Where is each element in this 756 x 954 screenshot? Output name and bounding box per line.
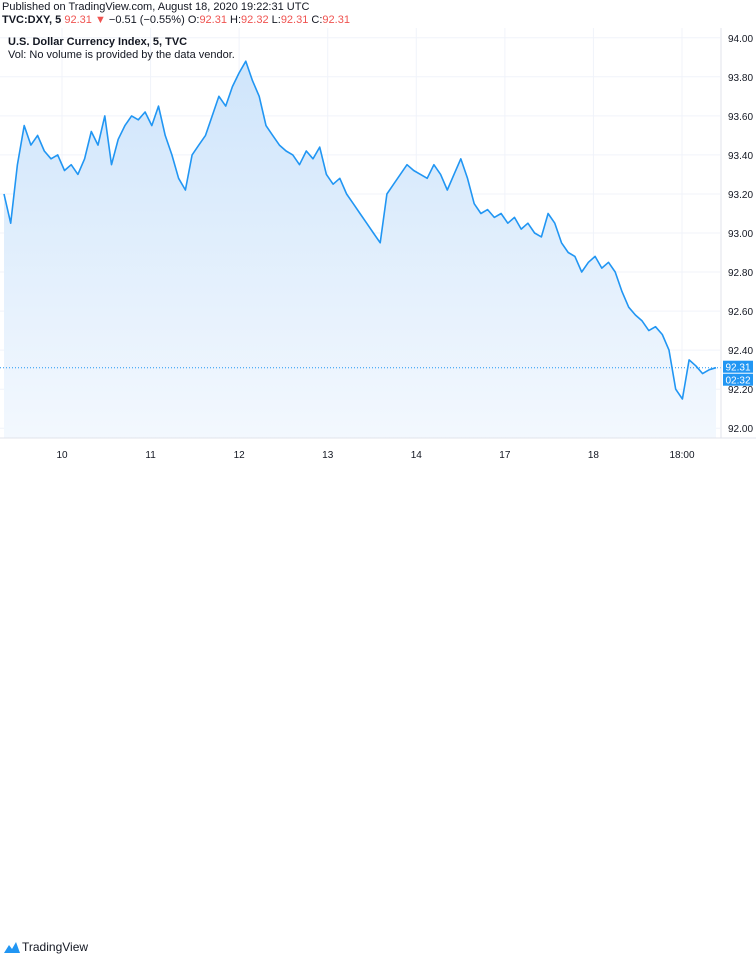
y-tick-label: 92.60 <box>728 307 753 318</box>
time-axis: 10 11 12 13 14 17 18 18:00 <box>56 450 695 461</box>
x-tick-label: 14 <box>411 450 423 461</box>
high-value: 92.32 <box>241 14 269 26</box>
close-label: C: <box>311 14 323 26</box>
open-value: 92.31 <box>199 14 227 26</box>
quote-line: TVC:DXY, 5 92.31 ▼ −0.51 (−0.55%) O:92.3… <box>2 14 350 26</box>
y-tick-label: 92.80 <box>728 268 753 279</box>
low-label: L: <box>271 14 281 26</box>
close-value: 92.31 <box>322 14 350 26</box>
chart-area[interactable]: 94.00 93.80 93.60 93.40 93.20 93.00 92.80 92.60… <box>0 28 756 464</box>
tradingview-logo-icon[interactable] <box>4 941 20 953</box>
y-tick-label: 93.60 <box>728 112 753 123</box>
price-axis: 94.00 93.80 93.60 93.40 93.20 93.00 92.80 92.60… <box>728 34 753 435</box>
footer: TradingView <box>0 468 756 954</box>
y-tick-label: 93.20 <box>728 190 753 201</box>
y-tick-label: 92.20 <box>728 385 753 396</box>
price-chart[interactable]: 94.00 93.80 93.60 93.40 93.20 93.00 92.80 92.60… <box>0 28 756 464</box>
y-tick-label: 92.40 <box>728 346 753 357</box>
last-price-badge <box>723 360 753 373</box>
price-badge: 92.31 02:32 <box>723 360 753 387</box>
last-price: 92.31 <box>64 14 92 26</box>
published-line: Published on TradingView.com, August 18,… <box>2 1 310 13</box>
x-tick-label: 18:00 <box>669 450 694 461</box>
price-line <box>3 60 717 400</box>
x-tick-label: 18 <box>588 450 600 461</box>
x-tick-label: 11 <box>145 450 156 461</box>
last-price-badge-text: 92.31 <box>725 363 750 374</box>
change-value: −0.51 (−0.55%) <box>108 14 185 26</box>
publish-header: Published on TradingView.com, August 18,… <box>0 0 756 28</box>
brand-name[interactable]: TradingView <box>22 940 89 954</box>
y-tick-label: 94.00 <box>728 34 753 45</box>
countdown-badge-text: 02:32 <box>725 376 750 387</box>
symbol: TVC:DXY, 5 <box>2 14 62 26</box>
countdown-badge <box>723 373 753 386</box>
y-tick-label: 93.80 <box>728 73 753 84</box>
x-tick-label: 10 <box>56 450 68 461</box>
change-arrow-icon: ▼ <box>94 14 106 26</box>
x-tick-label: 17 <box>499 450 511 461</box>
chart-legend-title: U.S. Dollar Currency Index, 5, TVC <box>8 36 188 48</box>
volume-note: Vol: No volume is provided by the data v… <box>8 49 235 61</box>
x-tick-label: 13 <box>322 450 334 461</box>
y-tick-label: 93.00 <box>728 229 753 240</box>
price-area-fill <box>4 61 716 438</box>
high-label: H: <box>230 14 242 26</box>
y-tick-label: 93.40 <box>728 151 753 162</box>
open-label: O: <box>187 14 200 26</box>
x-tick-label: 12 <box>234 450 246 461</box>
y-tick-label: 92.00 <box>728 424 753 435</box>
low-value: 92.31 <box>280 14 309 26</box>
